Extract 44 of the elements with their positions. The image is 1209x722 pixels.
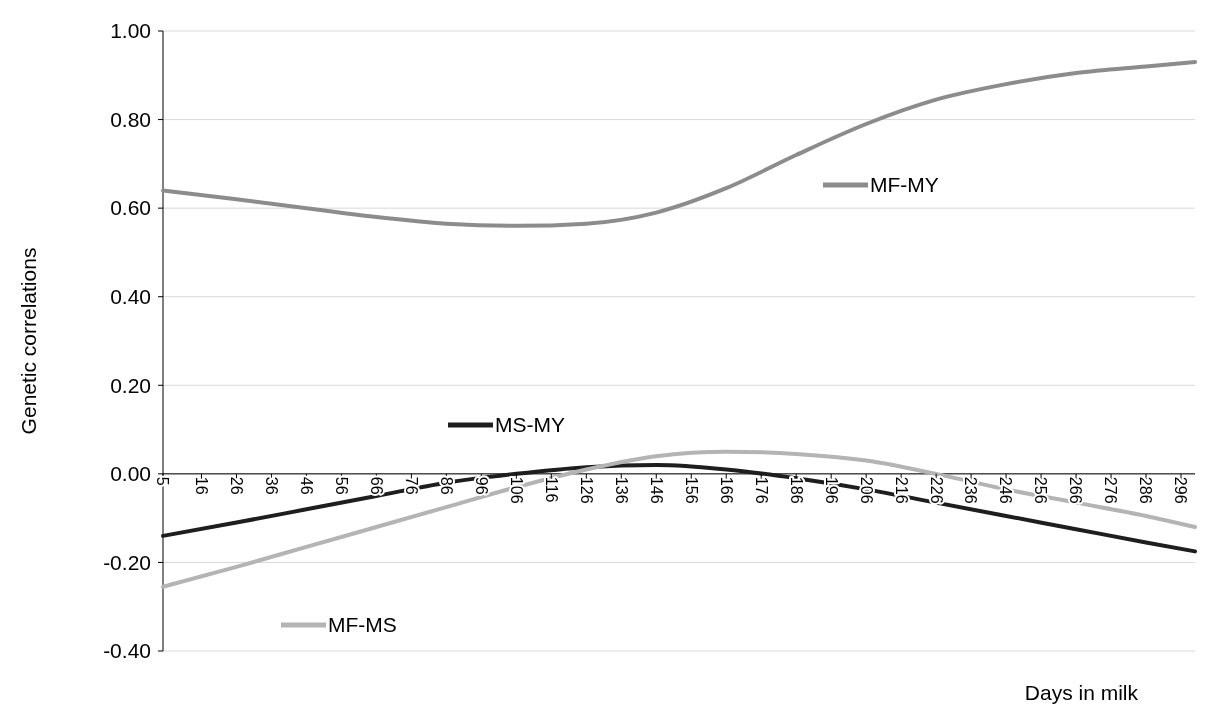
y-tick-label: 0.20 <box>110 373 151 397</box>
y-tick-label: -0.20 <box>103 550 151 574</box>
x-tick-label: 216 <box>892 476 910 504</box>
x-tick-label: 196 <box>822 476 840 504</box>
y-tick-label: 0.80 <box>110 107 151 131</box>
x-axis-title: Days in milk <box>1024 681 1139 704</box>
x-tick-label: 236 <box>962 476 980 504</box>
y-tick-label: 1.00 <box>110 19 151 43</box>
x-tick-label: 26 <box>227 476 245 495</box>
x-tick-label: 126 <box>577 476 595 504</box>
x-tick-label: 5 <box>154 476 172 486</box>
y-tick-label: 0.40 <box>110 285 151 309</box>
x-tick-label: 66 <box>367 476 385 495</box>
y-tick-label: 0.00 <box>110 462 151 486</box>
y-tick-label: 0.60 <box>110 196 151 220</box>
x-tick-label: 276 <box>1102 476 1120 504</box>
x-tick-label: 16 <box>192 476 210 495</box>
x-tick-label: 116 <box>542 476 560 503</box>
x-tick-label: 146 <box>647 476 665 504</box>
x-tick-label: 246 <box>997 476 1015 504</box>
y-axis-title: Genetic correlations <box>17 247 40 435</box>
x-tick-label: 296 <box>1172 476 1190 504</box>
x-tick-label: 206 <box>857 476 875 504</box>
x-tick-label: 166 <box>717 476 735 504</box>
x-tick-label: 56 <box>332 476 350 495</box>
legend-label: MS-MY <box>495 413 565 437</box>
y-tick-label: -0.40 <box>103 639 151 663</box>
x-tick-label: 86 <box>437 476 455 495</box>
x-tick-label: 266 <box>1067 476 1085 504</box>
x-tick-label: 226 <box>927 476 945 504</box>
x-tick-label: 136 <box>612 476 630 504</box>
x-tick-label: 76 <box>402 476 420 495</box>
x-tick-label: 36 <box>262 476 280 495</box>
legend-label: MF-MY <box>870 173 939 197</box>
x-tick-label: 96 <box>472 476 490 495</box>
x-tick-label: 106 <box>507 476 525 504</box>
x-tick-label: 176 <box>752 476 770 504</box>
line-series <box>161 60 1197 228</box>
x-tick-label: 156 <box>682 476 700 504</box>
x-tick-label: 256 <box>1032 476 1050 504</box>
x-tick-label: 286 <box>1137 476 1155 504</box>
legend-label: MF-MS <box>328 613 397 637</box>
x-tick-label: 186 <box>787 476 805 504</box>
x-tick-label: 46 <box>297 476 315 495</box>
